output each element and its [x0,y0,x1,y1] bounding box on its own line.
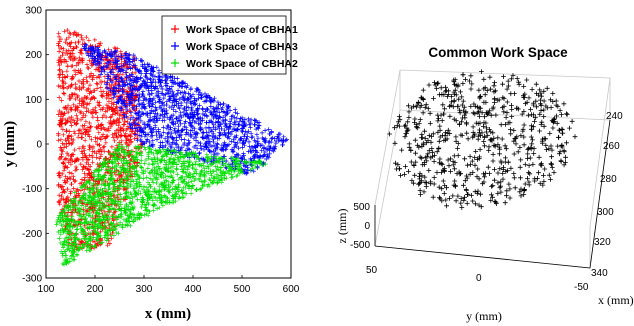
legend-entry-cbha2: Work Space of CBHA2 [171,58,298,70]
right-y-ticks: 50 0 -50 [366,265,589,293]
y-tick-label: -200 [22,229,42,240]
x-axis-line [589,119,611,269]
legend-label-cbha2: Work Space of CBHA2 [186,58,298,70]
legend-entry-cbha1: Work Space of CBHA1 [171,24,298,36]
y-tick-label: 0 [36,140,42,151]
legend-box [161,15,287,75]
y-tick-label: 300 [25,6,42,17]
x-tick-label: 200 [87,284,104,295]
right-z-axis-label: z (mm) [335,209,349,244]
z-tick-0: 0 [364,221,370,232]
left-x-axis-label: x (mm) [145,306,191,322]
y-tick-0: 0 [476,273,482,284]
right-z-ticks: 500 0 -500 [350,202,370,251]
y-tick-label: 200 [25,50,42,61]
y-tick-50: 50 [366,265,378,276]
x-tick-340: 340 [591,268,608,279]
z-tick-neg500: -500 [350,240,370,251]
x-tick-280: 280 [600,174,617,185]
left-x-ticks: 100 200 300 400 500 600 [38,275,300,295]
common-markers [387,69,578,210]
x-tick-label: 100 [38,284,55,295]
left-y-ticks: -300 -200 -100 0 100 200 300 [22,6,49,285]
box-front-face [374,205,591,269]
z-tick-500: 500 [353,202,370,213]
left-y-axis-label: y (mm) [2,121,18,167]
legend-label-cbha1: Work Space of CBHA1 [186,24,298,36]
legend-marker-cbha1 [171,25,179,33]
x-tick-label: 300 [136,284,153,295]
box-top-face [374,69,611,228]
legend-marker-cbha3 [171,42,179,50]
x-tick-300: 300 [597,207,614,218]
right-x-ticks: 240 260 280 300 320 340 [591,111,623,279]
x-tick-240: 240 [606,111,623,122]
x-tick-label: 400 [185,284,202,295]
legend-marker-cbha2 [171,59,179,67]
y-tick-label: -300 [22,274,42,285]
left-scatter-points [54,27,289,267]
workspace-scatter-plot: 100 200 300 400 500 600 -300 -200 -100 0 100 200 30… [2,6,300,323]
y-tick-neg50: -50 [574,282,589,293]
chart-title: Common Work Space [428,45,568,60]
series-2-points [54,141,268,267]
common-scatter-points [387,69,578,210]
legend-label-cbha3: Work Space of CBHA3 [186,41,298,53]
right-x-axis-label: x (mm) [598,293,634,307]
legend-entry-cbha3: Work Space of CBHA3 [171,41,298,53]
series-2-markers [54,141,268,267]
x-tick-label: 600 [283,284,300,295]
y-tick-label: 100 [25,95,42,106]
x-tick-320: 320 [594,237,611,248]
right-y-axis-label: y (mm) [466,309,502,323]
common-workspace-3d-plot: Common Work Space 240 260 280 300 320 34… [335,45,634,323]
series-1-markers [82,42,289,176]
y-axis-line [374,245,591,269]
y-tick-label: -100 [22,184,42,195]
common-series-points [387,69,578,210]
legend: Work Space of CBHA1 Work Space of CBHA3 … [161,15,298,75]
box-back-edges [399,70,611,120]
x-tick-260: 260 [603,141,620,152]
series-1-points [82,42,289,176]
x-tick-label: 500 [234,284,251,295]
